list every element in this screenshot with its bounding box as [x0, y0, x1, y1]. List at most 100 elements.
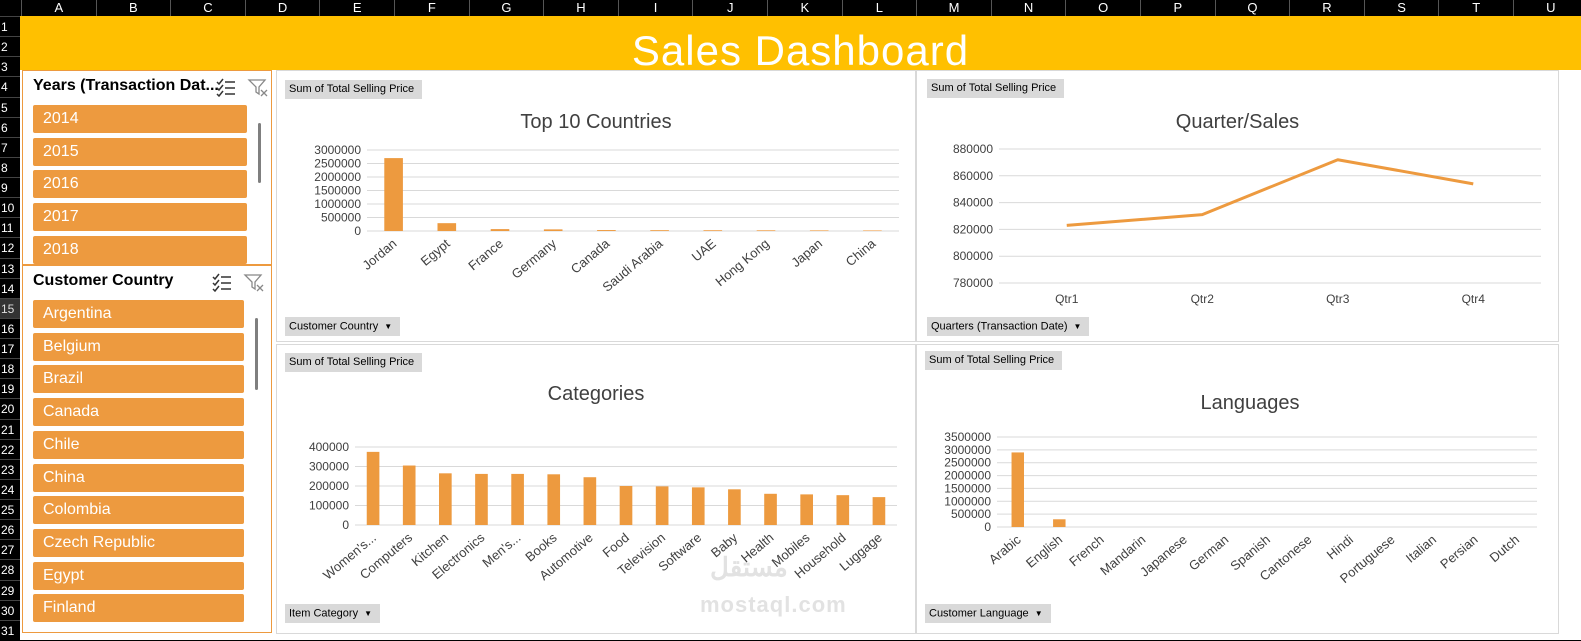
- column-header[interactable]: M: [916, 0, 991, 16]
- column-header[interactable]: I: [618, 0, 693, 16]
- x-tick-label: Qtr3: [1326, 292, 1350, 306]
- row-header[interactable]: 13: [0, 258, 20, 278]
- multi-select-icon[interactable]: [211, 272, 233, 292]
- x-tick-label: China: [843, 235, 879, 269]
- row-header[interactable]: 2: [0, 36, 20, 56]
- row-header[interactable]: 27: [0, 539, 20, 559]
- x-tick-label: Men's...: [479, 530, 523, 570]
- slicer-item[interactable]: 2015: [33, 138, 247, 166]
- column-header[interactable]: O: [1065, 0, 1140, 16]
- row-header[interactable]: 22: [0, 439, 20, 459]
- row-header[interactable]: 9: [0, 177, 20, 197]
- row-header[interactable]: 19: [0, 378, 20, 398]
- row-header[interactable]: 3: [0, 56, 20, 76]
- bar: [439, 473, 452, 525]
- row-header[interactable]: 20: [0, 398, 20, 418]
- row-header[interactable]: 1: [0, 16, 20, 36]
- column-header[interactable]: H: [543, 0, 618, 16]
- column-header[interactable]: G: [469, 0, 544, 16]
- slicer-item[interactable]: 2014: [33, 105, 247, 133]
- slicer-item[interactable]: Chile: [33, 431, 244, 459]
- row-header[interactable]: 4: [0, 76, 20, 96]
- slicer-item[interactable]: 2017: [33, 203, 247, 231]
- column-header[interactable]: Q: [1215, 0, 1290, 16]
- column-header[interactable]: K: [767, 0, 842, 16]
- axis-field-button[interactable]: Item Category▼: [285, 604, 380, 623]
- row-header[interactable]: 6: [0, 117, 20, 137]
- row-header[interactable]: 10: [0, 197, 20, 217]
- row-header[interactable]: 17: [0, 338, 20, 358]
- y-tick-label: 2000000: [944, 469, 991, 483]
- row-header[interactable]: 23: [0, 459, 20, 479]
- filter-dropdown-icon[interactable]: ▼: [1074, 317, 1082, 336]
- chart-panel-quarters[interactable]: Sum of Total Selling Price Quarter/Sales…: [916, 70, 1559, 342]
- row-header[interactable]: 14: [0, 278, 20, 298]
- row-header[interactable]: 16: [0, 318, 20, 338]
- column-header[interactable]: N: [991, 0, 1066, 16]
- slicer-item[interactable]: Egypt: [33, 562, 244, 590]
- clear-filter-icon[interactable]: [247, 77, 269, 97]
- axis-field-button[interactable]: Quarters (Transaction Date)▼: [927, 317, 1089, 336]
- row-header[interactable]: 18: [0, 358, 20, 378]
- row-header[interactable]: 5: [0, 97, 20, 117]
- column-header[interactable]: U: [1513, 0, 1581, 16]
- chart-panel-countries[interactable]: Sum of Total Selling Price Top 10 Countr…: [276, 70, 916, 342]
- bar: [491, 229, 510, 231]
- filter-dropdown-icon[interactable]: ▼: [364, 604, 372, 623]
- row-header[interactable]: 24: [0, 479, 20, 499]
- clear-filter-icon[interactable]: [243, 272, 265, 292]
- axis-field-button[interactable]: Customer Country▼: [285, 317, 400, 336]
- row-header[interactable]: 28: [0, 559, 20, 579]
- bar: [810, 230, 829, 231]
- row-header[interactable]: 21: [0, 419, 20, 439]
- column-header[interactable]: S: [1364, 0, 1439, 16]
- column-header[interactable]: J: [692, 0, 767, 16]
- row-header[interactable]: 31: [0, 620, 20, 640]
- row-header[interactable]: 7: [0, 137, 20, 157]
- filter-dropdown-icon[interactable]: ▼: [1035, 604, 1043, 623]
- slicer-item[interactable]: 2018: [33, 236, 247, 264]
- column-header[interactable]: L: [842, 0, 917, 16]
- column-header[interactable]: C: [170, 0, 245, 16]
- multi-select-icon[interactable]: [215, 77, 237, 97]
- row-header[interactable]: 8: [0, 157, 20, 177]
- column-header[interactable]: D: [245, 0, 320, 16]
- row-header[interactable]: 15: [0, 298, 20, 318]
- column-header[interactable]: F: [394, 0, 469, 16]
- slicer-item[interactable]: Colombia: [33, 496, 244, 524]
- column-header[interactable]: E: [319, 0, 394, 16]
- slicer-item[interactable]: Brazil: [33, 365, 244, 393]
- y-tick-label: 0: [342, 518, 349, 532]
- row-header[interactable]: 30: [0, 600, 20, 620]
- column-header[interactable]: T: [1438, 0, 1513, 16]
- filter-dropdown-icon[interactable]: ▼: [384, 317, 392, 336]
- row-header[interactable]: 29: [0, 580, 20, 600]
- slicer-item[interactable]: Czech Republic: [33, 529, 244, 557]
- bar: [384, 158, 403, 231]
- axis-field-button[interactable]: Customer Language▼: [925, 604, 1051, 623]
- slicer-item[interactable]: Belgium: [33, 333, 244, 361]
- slicer-years-title: Years (Transaction Dat...: [33, 77, 219, 95]
- slicer-years[interactable]: Years (Transaction Dat... 2014 2015 2016 20…: [22, 70, 272, 265]
- row-header[interactable]: 26: [0, 519, 20, 539]
- slicer-country-scrollbar[interactable]: [255, 318, 258, 390]
- bar: [620, 486, 633, 525]
- column-header[interactable]: B: [96, 0, 171, 16]
- slicer-item[interactable]: China: [33, 464, 244, 492]
- column-header[interactable]: P: [1140, 0, 1215, 16]
- slicer-item[interactable]: Canada: [33, 398, 244, 426]
- column-header[interactable]: R: [1289, 0, 1364, 16]
- slicer-item[interactable]: Argentina: [33, 300, 244, 328]
- y-tick-label: 300000: [309, 460, 349, 474]
- slicer-years-scrollbar[interactable]: [258, 123, 261, 183]
- column-header[interactable]: A: [21, 0, 96, 16]
- slicer-item[interactable]: Finland: [33, 594, 244, 622]
- slicer-item[interactable]: 2016: [33, 170, 247, 198]
- row-header[interactable]: 25: [0, 499, 20, 519]
- row-header[interactable]: 11: [0, 217, 20, 237]
- bar: [863, 230, 882, 231]
- row-header[interactable]: 12: [0, 237, 20, 257]
